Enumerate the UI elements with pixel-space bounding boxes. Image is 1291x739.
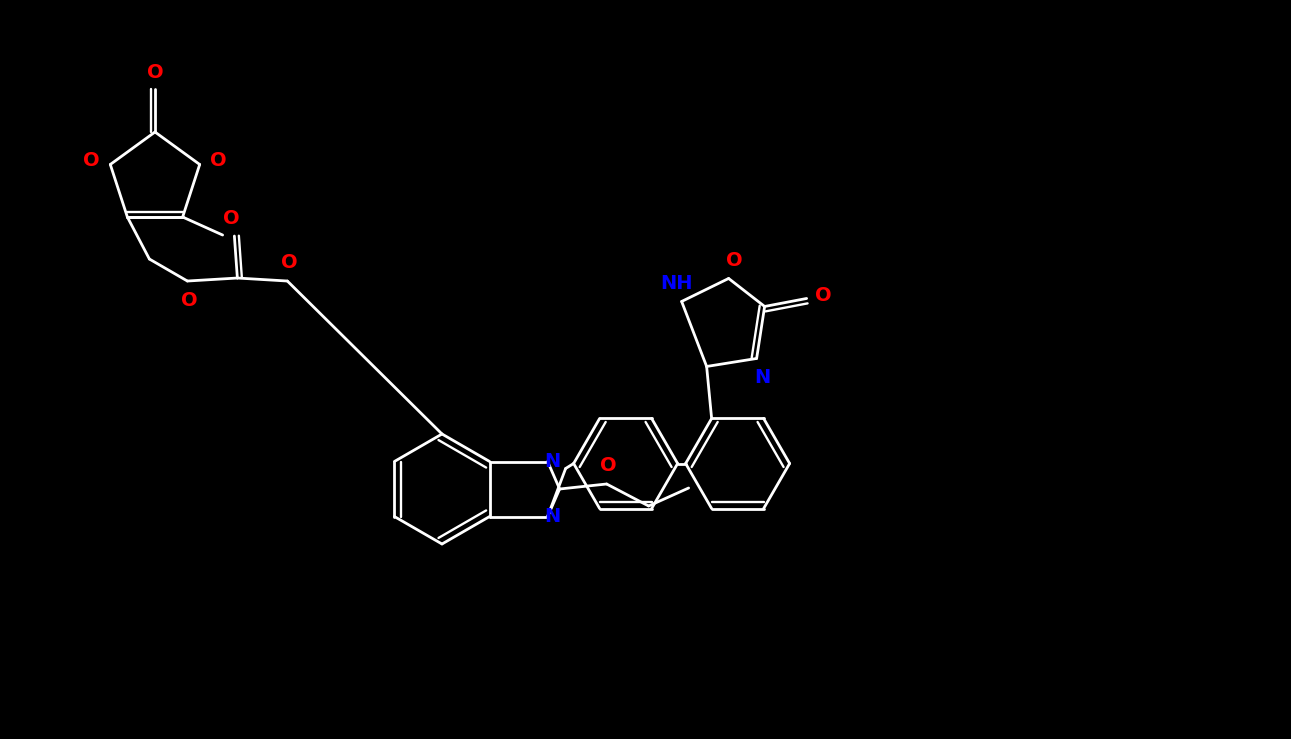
Text: O: O (147, 63, 164, 81)
Text: O: O (223, 208, 240, 228)
Text: O: O (181, 290, 198, 310)
Text: N: N (754, 368, 771, 387)
Text: O: O (727, 251, 742, 270)
Text: O: O (600, 455, 617, 474)
Text: O: O (816, 286, 831, 305)
Text: N: N (545, 507, 560, 526)
Text: O: O (83, 151, 99, 170)
Text: N: N (545, 452, 560, 471)
Text: O: O (281, 253, 298, 271)
Text: NH: NH (661, 274, 693, 293)
Text: O: O (210, 151, 227, 170)
